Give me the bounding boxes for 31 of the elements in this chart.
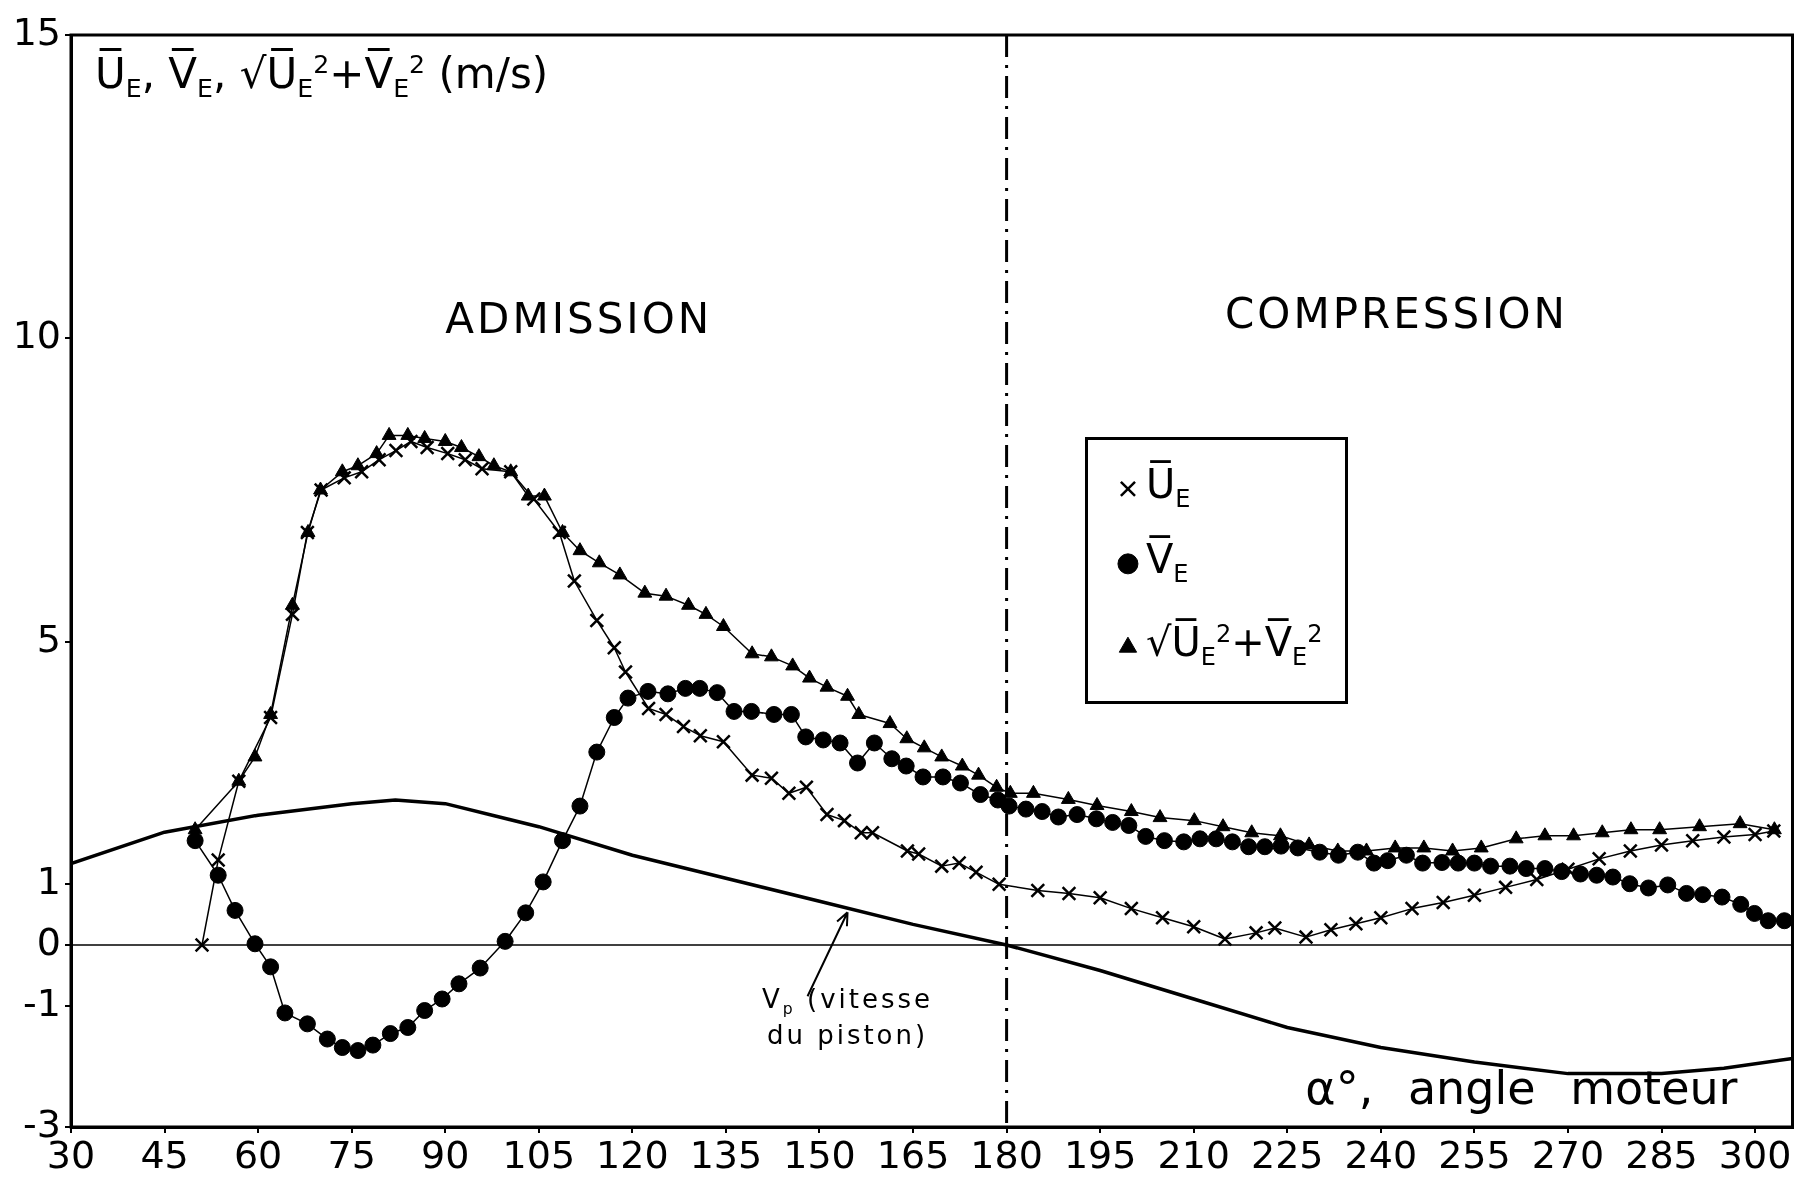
x-tick-label: 135	[689, 1132, 763, 1177]
x-tick-label: 120	[596, 1132, 669, 1177]
y-tick-label: 10	[12, 313, 61, 358]
x-tick-label: 270	[1531, 1132, 1605, 1177]
y-tick-label: 0	[36, 919, 61, 964]
text: V$_{p}$ (vitesse du piston)	[761, 984, 935, 1051]
y-tick-label: 1	[36, 859, 61, 904]
x-tick-label: 45	[140, 1132, 189, 1177]
x-tick-label: 90	[421, 1132, 470, 1177]
x-tick-label: 225	[1251, 1132, 1324, 1177]
x-tick-label: 165	[876, 1132, 950, 1177]
y-tick-label: 15	[12, 9, 61, 54]
y-tick-label: 5	[36, 616, 61, 661]
legend-label: V̅$_{E}$	[1144, 534, 1190, 590]
x-tick-label: 300	[1718, 1132, 1792, 1177]
legend-label: U̅$_{E}$	[1144, 459, 1192, 515]
annotation: COMPRESSION	[1225, 288, 1568, 338]
x-tick-label: 75	[327, 1132, 376, 1177]
x-tick-label: 240	[1344, 1132, 1418, 1177]
x-tick-label: 210	[1157, 1132, 1230, 1177]
x-axis-title: α°, angle moteur	[1305, 1061, 1738, 1115]
annotation: ADMISSION	[445, 294, 713, 344]
x-tick-label: 105	[502, 1132, 576, 1177]
x-tick-label: 150	[783, 1132, 856, 1177]
x-tick-label: 60	[233, 1132, 283, 1177]
y-tick-label: -1	[23, 980, 61, 1025]
x-tick-label: 180	[970, 1132, 1043, 1177]
x-tick-label: 285	[1625, 1132, 1698, 1177]
x-tick-label: 195	[1063, 1132, 1137, 1177]
x-tick-label: 255	[1438, 1132, 1511, 1177]
text: U̅$_{E}$, V̅$_{E}$, √U̅$_{E}$$^{2}$+V̅$_{E}$$^{2}$ (m/s)	[95, 49, 549, 104]
